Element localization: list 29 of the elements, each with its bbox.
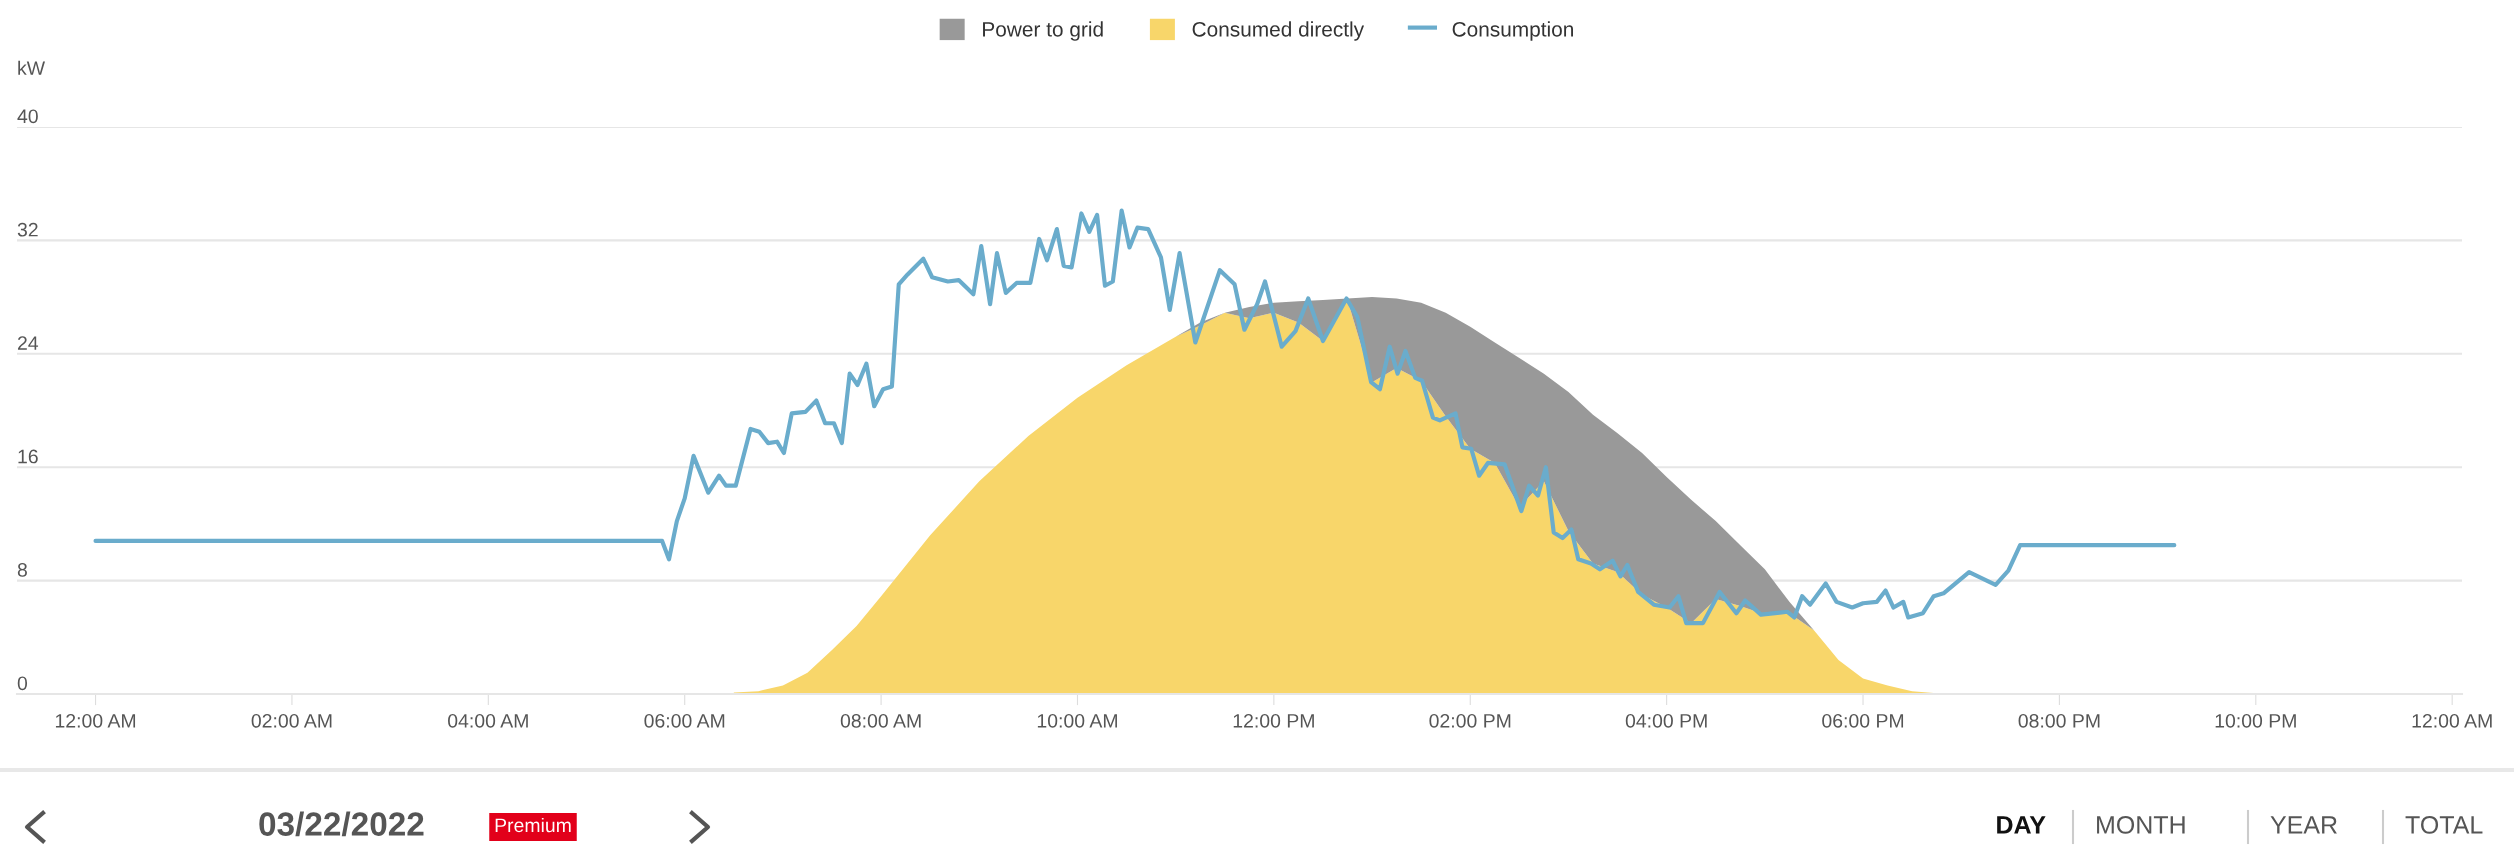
y-tick-label: 16 bbox=[18, 449, 38, 464]
y-tick-label: 40 bbox=[17, 109, 38, 124]
x-tick-label: 12:00 PM bbox=[1233, 713, 1314, 728]
x-tick-label: 10:00 AM bbox=[1037, 713, 1117, 728]
text: Premium bbox=[495, 817, 571, 833]
text: DAY bbox=[1997, 816, 2046, 834]
y-tick-label: 8 bbox=[17, 562, 27, 577]
x-tick-label: 08:00 PM bbox=[2018, 713, 2100, 728]
x-tick-label: 10:00 PM bbox=[2215, 713, 2296, 728]
y-tick-label: 0 bbox=[17, 676, 28, 691]
x-tick-label: 12:00 AM bbox=[55, 713, 136, 728]
y-tick-label: 32 bbox=[17, 222, 38, 237]
x-tick-label: 04:00 AM bbox=[448, 713, 528, 728]
text: TOTAL bbox=[2405, 816, 2483, 834]
x-tick-label: 02:00 PM bbox=[1429, 713, 1511, 728]
x-tick-label: 02:00 AM bbox=[251, 713, 332, 728]
x-tick-label: 06:00 AM bbox=[644, 713, 725, 728]
y-axis-title: kW bbox=[18, 60, 46, 75]
x-tick-label: 06:00 PM bbox=[1822, 713, 1904, 728]
legend-label: Consumed directly bbox=[1192, 21, 1365, 41]
legend-label: Power to grid bbox=[983, 21, 1103, 41]
text: 03/22/2022 bbox=[259, 811, 424, 837]
y-tick-label: 24 bbox=[17, 336, 39, 350]
x-tick-label: 04:00 PM bbox=[1625, 713, 1707, 728]
text: MONTH bbox=[2097, 816, 2185, 834]
legend-label: Consumption bbox=[1452, 21, 1573, 41]
x-tick-label: 12:00 AM bbox=[2412, 713, 2492, 728]
x-tick-label: 08:00 AM bbox=[840, 713, 921, 728]
text: YEAR bbox=[2270, 816, 2337, 834]
